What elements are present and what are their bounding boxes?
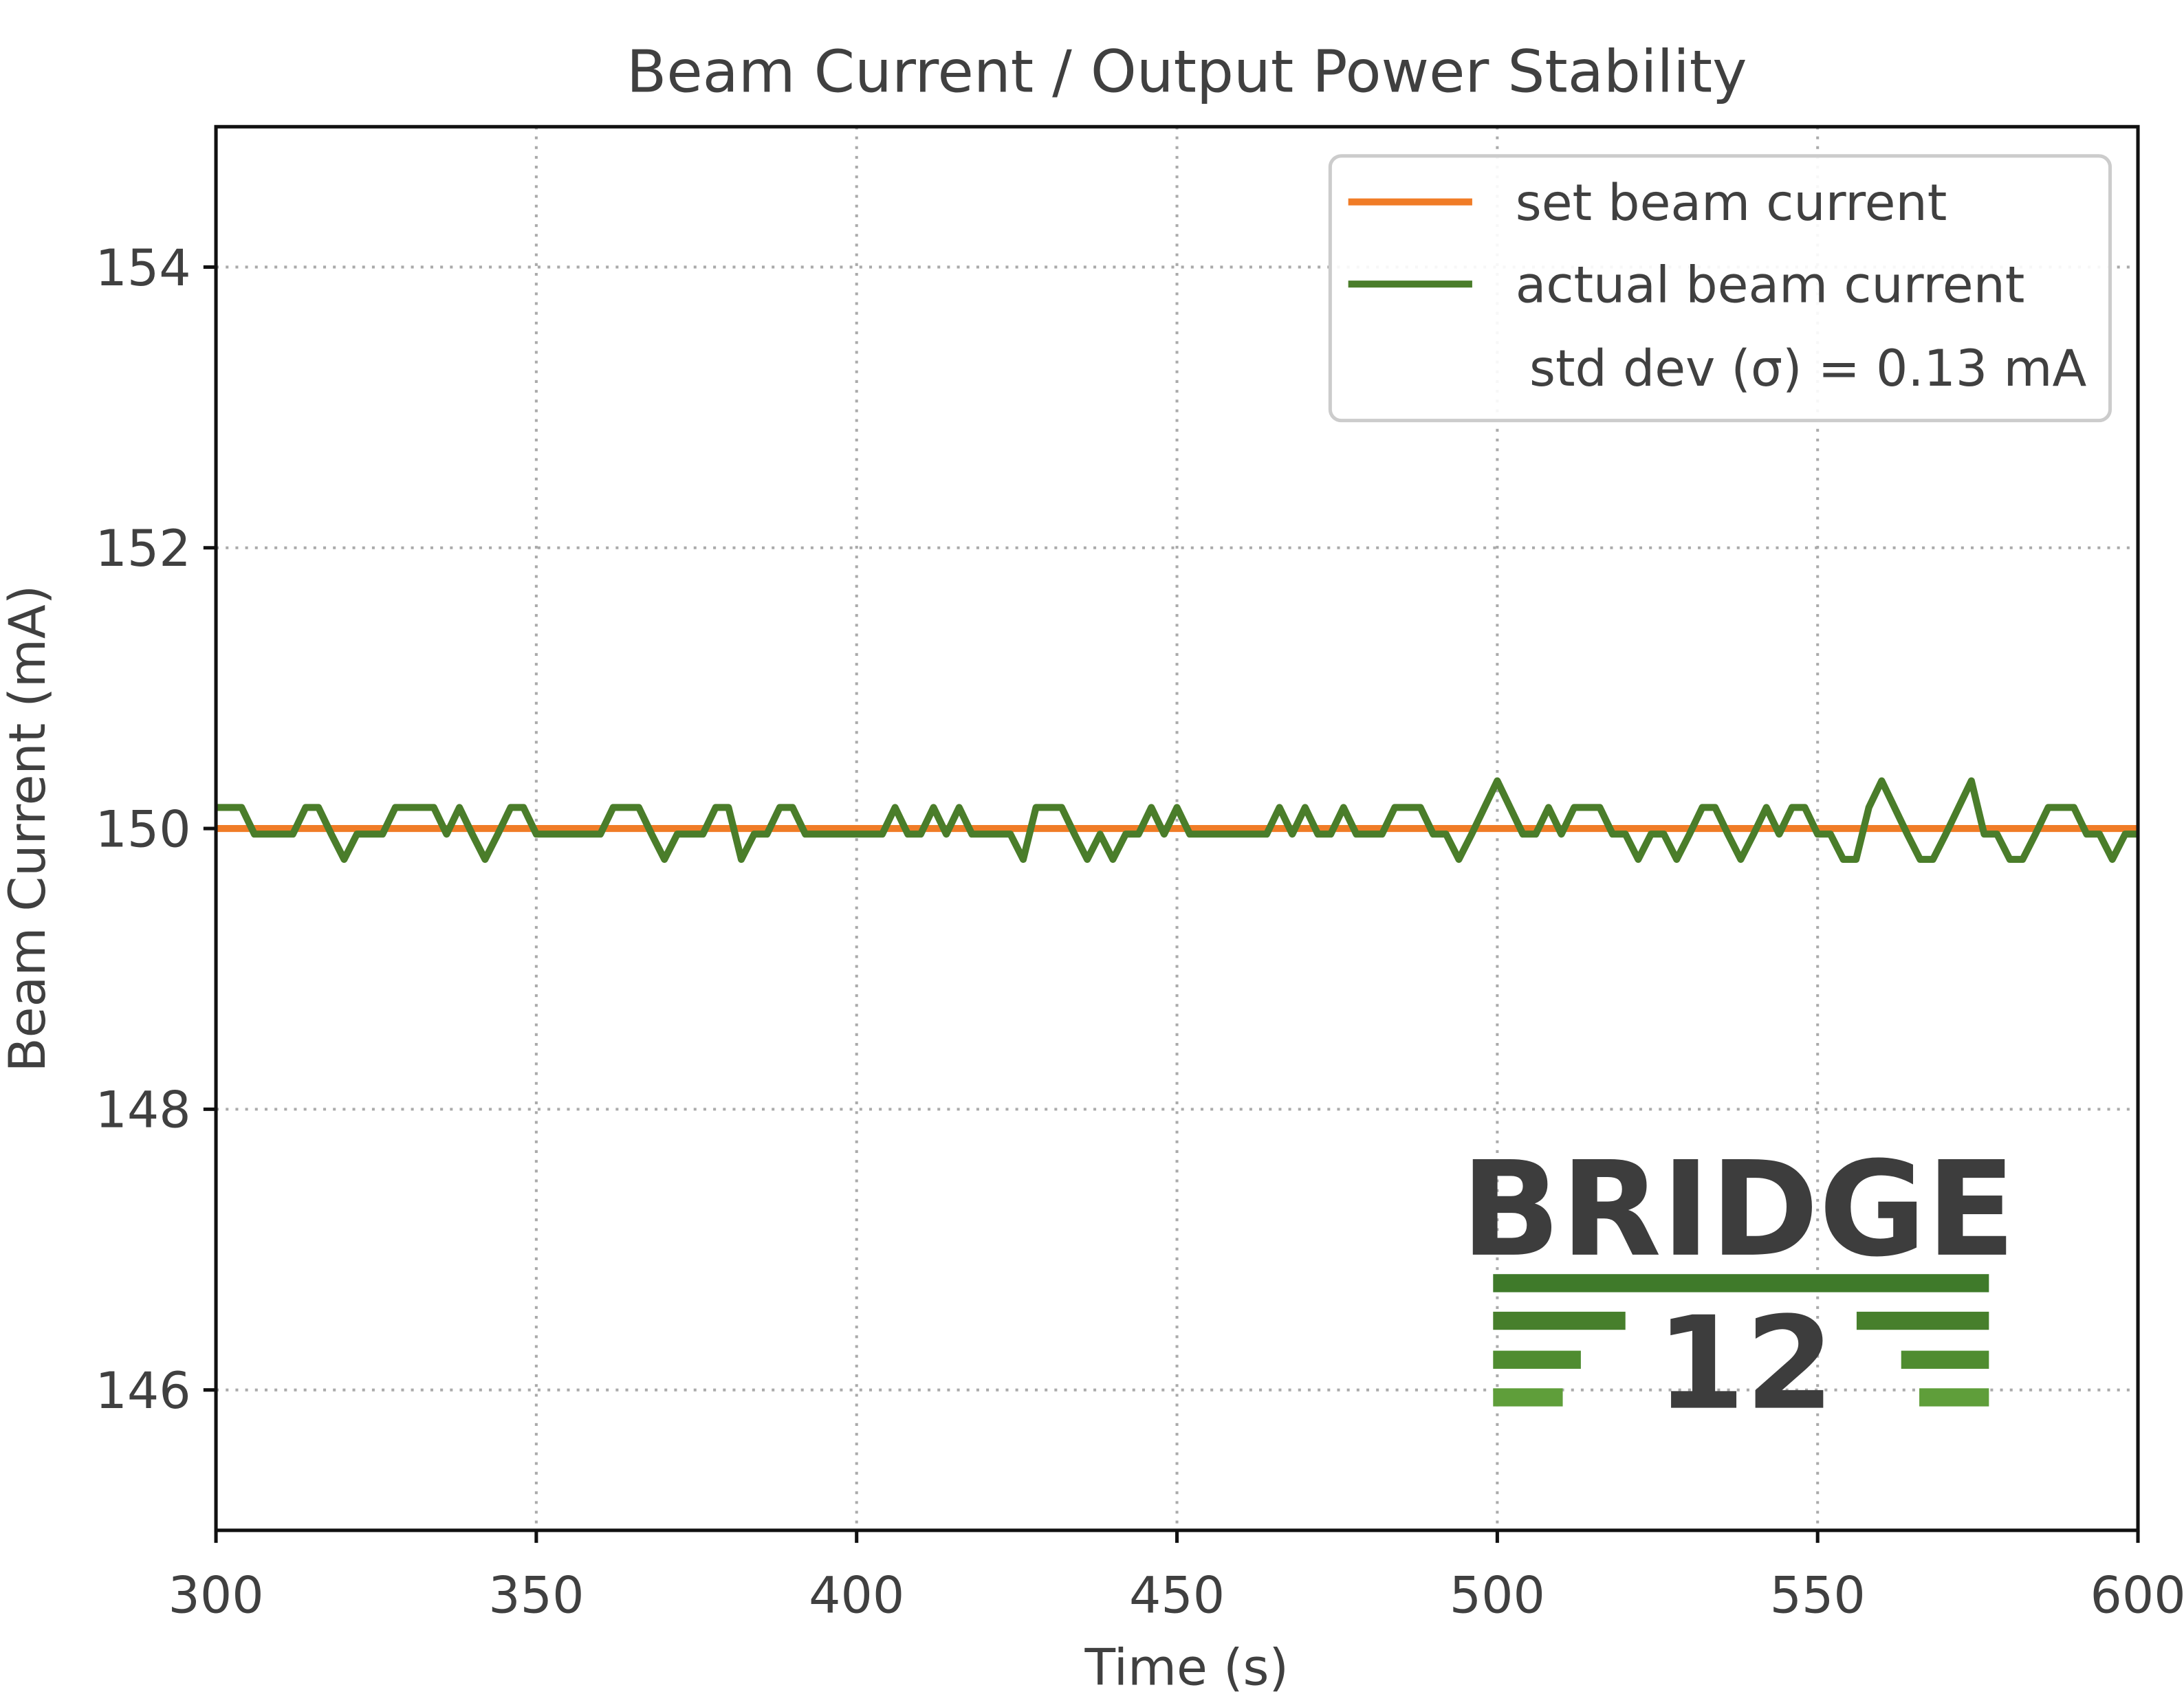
logo-bar (1901, 1350, 1989, 1369)
x-tick-label: 600 (2090, 1566, 2184, 1625)
y-axis-label: Beam Current (mA) (0, 585, 57, 1073)
logo-bar (1493, 1274, 1989, 1293)
y-tick-label: 150 (95, 800, 190, 859)
legend-label: set beam current (1516, 174, 1947, 232)
x-tick-label: 400 (809, 1566, 904, 1625)
logo-name: BRIDGE (1461, 1133, 2016, 1286)
logo-bar (1493, 1311, 1626, 1330)
series-line (216, 777, 2139, 864)
chart-title: Beam Current / Output Power Stability (626, 39, 1747, 107)
logo-bar (1919, 1388, 1989, 1407)
logo-number: 12 (1656, 1289, 1834, 1438)
legend: std dev (σ) = 0.13 mA set beam current ac… (1328, 154, 2112, 423)
x-tick-label: 550 (1770, 1566, 1866, 1625)
logo-bar (1493, 1388, 1563, 1407)
logo-bar (1856, 1311, 1989, 1330)
y-tick-label: 148 (95, 1081, 190, 1140)
x-tick-label: 500 (1450, 1566, 1545, 1625)
logo-bar (1493, 1350, 1581, 1369)
x-tick-label: 300 (168, 1566, 263, 1625)
x-tick-label: 450 (1129, 1566, 1225, 1625)
legend-label: actual beam current (1516, 256, 2025, 315)
legend-box (1328, 154, 2112, 423)
logo: BRIDGE 12 (1461, 1133, 2016, 1438)
annotation: std dev (σ) = 0.13 mA (1529, 340, 2087, 398)
y-tick-label: 154 (95, 239, 190, 298)
y-tick-label: 146 (95, 1362, 190, 1420)
x-axis-label: Time (s) (1084, 1639, 1288, 1697)
y-tick-label: 152 (95, 520, 190, 578)
x-tick-label: 350 (488, 1566, 584, 1625)
lines (216, 777, 2139, 864)
